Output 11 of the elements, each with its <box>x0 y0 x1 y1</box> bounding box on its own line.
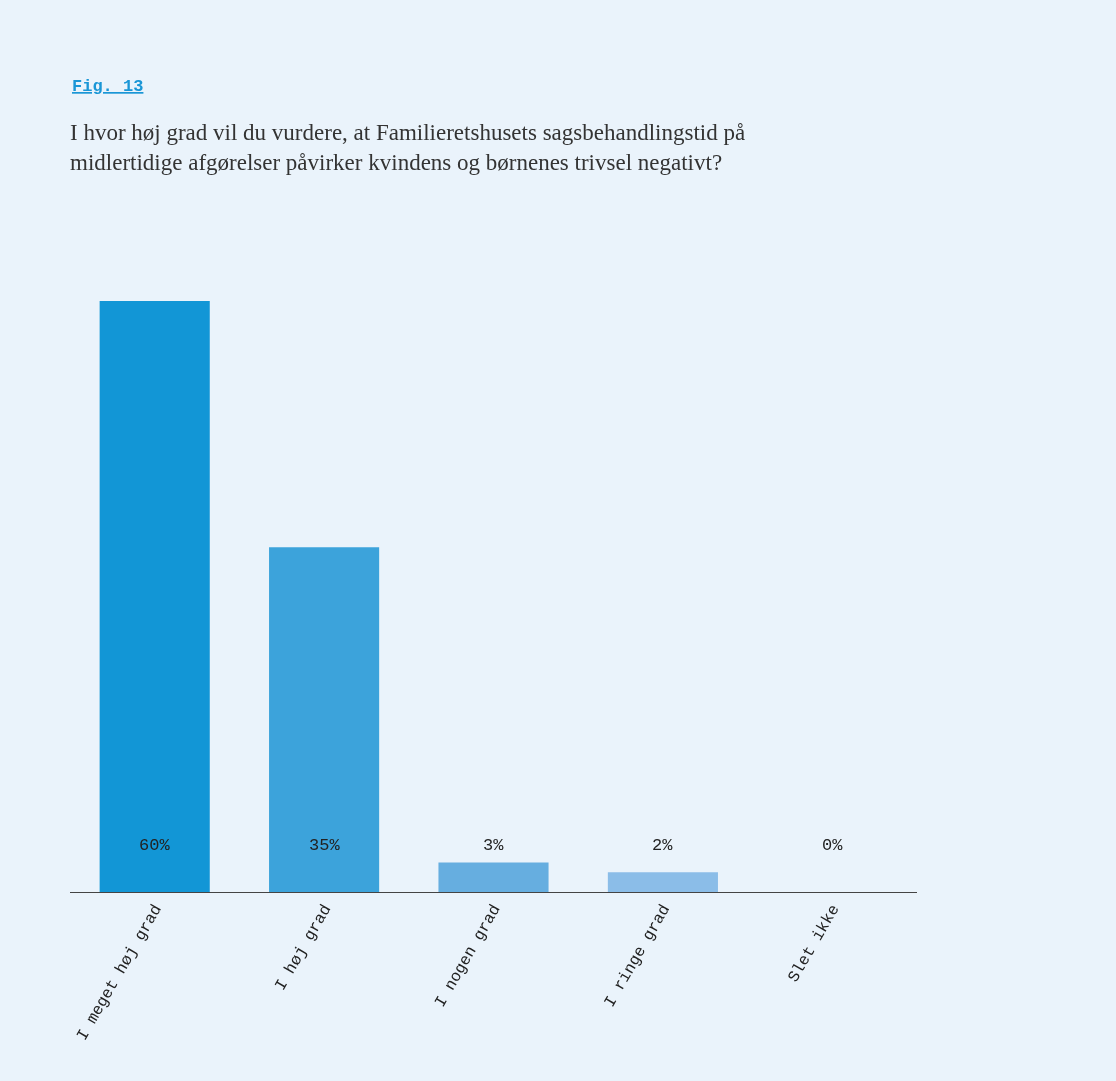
bar <box>607 872 718 892</box>
bar <box>438 862 549 892</box>
bar <box>269 547 380 892</box>
caption: Fig. 13 <box>72 77 144 96</box>
data-label: 35% <box>309 836 341 855</box>
data-label: 0% <box>822 836 844 855</box>
data-label: 2% <box>652 836 674 855</box>
data-label: 3% <box>483 836 505 855</box>
data-label: 60% <box>139 836 171 855</box>
chart-title: I hvor høj grad vil du vurdere, at Familieretshusets sagsbehandlingstid på midlertidige afgørelser påvirker kvindens og børnenes trivsel negativt? <box>70 120 746 175</box>
bar <box>99 301 210 892</box>
